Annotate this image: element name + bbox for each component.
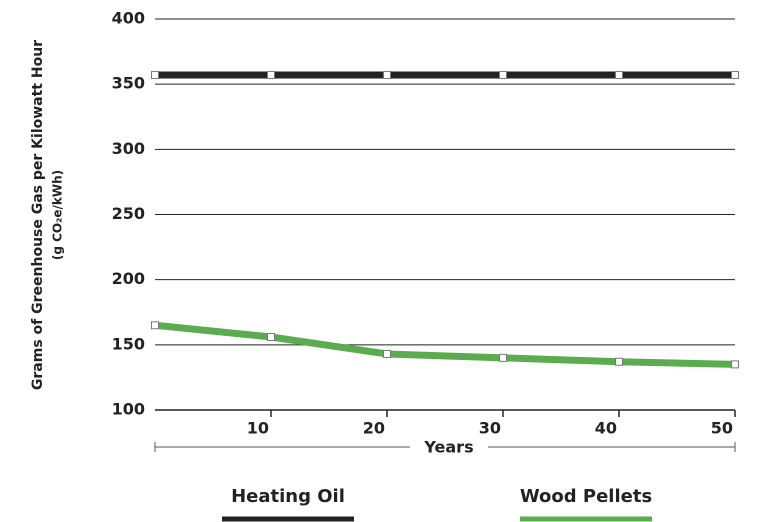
point-marker	[383, 71, 391, 80]
x-tick-label: 40	[595, 419, 617, 438]
y-tick-label: 200	[112, 269, 145, 288]
point-marker	[615, 71, 623, 80]
point-marker	[267, 333, 275, 342]
legend-label: Wood Pellets	[520, 486, 652, 507]
y-tick-label: 400	[112, 9, 145, 28]
point-marker	[731, 360, 739, 369]
point-marker	[383, 349, 391, 358]
y-tick-label: 300	[112, 139, 145, 158]
x-tick-label: 50	[711, 419, 733, 438]
point-marker	[499, 71, 507, 80]
point-marker	[499, 353, 507, 362]
y-tick-label: 100	[112, 400, 145, 419]
point-marker	[731, 71, 739, 80]
y-tick-label: 350	[112, 74, 145, 93]
x-tick-label: 10	[247, 419, 269, 438]
y-tick-label: 150	[112, 334, 145, 353]
point-marker	[615, 357, 623, 366]
x-label-bg	[410, 436, 488, 458]
x-tick-label: 30	[479, 419, 501, 438]
point-marker	[151, 321, 159, 330]
legend-label: Heating Oil	[231, 486, 345, 507]
x-tick-label: 20	[363, 419, 385, 438]
y-tick-label: 250	[112, 204, 145, 223]
x-axis-label: Years	[423, 438, 473, 457]
y-axis-units: (g CO₂e/kWh)	[51, 170, 65, 260]
point-marker	[151, 71, 159, 80]
point-marker	[267, 71, 275, 80]
series-line	[154, 321, 736, 368]
y-axis-label: Grams of Greenhouse Gas per Kilowatt Hou…	[30, 40, 46, 390]
